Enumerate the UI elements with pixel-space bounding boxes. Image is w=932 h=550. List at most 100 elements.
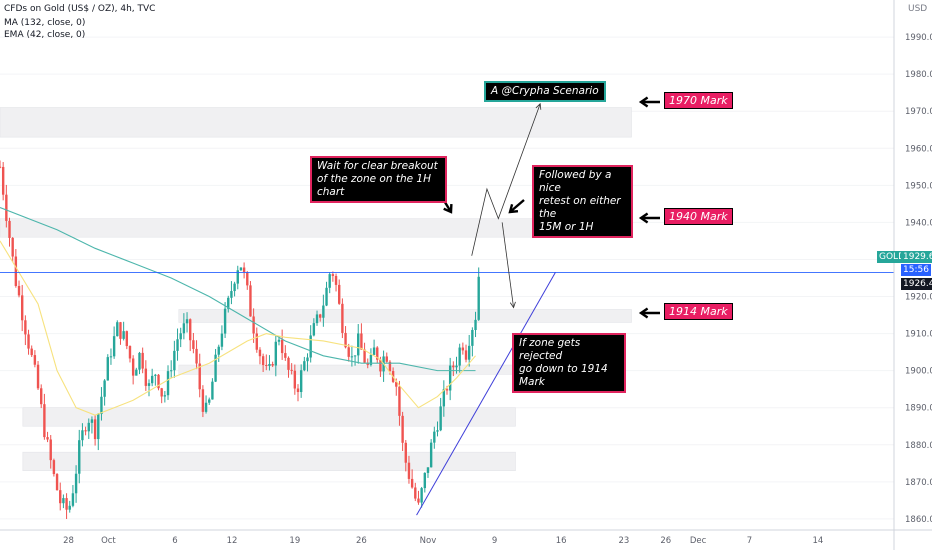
candle-body	[315, 314, 319, 324]
y-tick-label: 1990.00	[905, 33, 932, 43]
y-tick-label: 1880.00	[905, 441, 932, 451]
y-tick-label: 1860.00	[905, 515, 932, 525]
candle-body	[163, 395, 167, 397]
candle-body	[474, 319, 477, 330]
support-resistance-zone	[22, 407, 516, 427]
y-tick-label: 1920.00	[905, 293, 932, 303]
candle-body	[217, 346, 220, 355]
candle-body	[30, 348, 33, 356]
candle-body	[258, 349, 262, 357]
candle-body	[147, 383, 151, 386]
candle-body	[312, 323, 316, 336]
x-tick-label: 6	[172, 536, 177, 546]
candle-body	[227, 297, 230, 309]
candle-body	[154, 374, 157, 376]
candle-body	[233, 283, 236, 292]
candle-body	[97, 414, 100, 440]
candle-body	[290, 369, 293, 371]
arrow-retest	[509, 199, 525, 213]
x-tick-label: 23	[618, 536, 629, 546]
breakout-note: Wait for clear breakout of the zone on t…	[310, 156, 447, 203]
scenario-path-down	[501, 222, 514, 308]
rejected-note: If zone gets rejected go down to 1914 Ma…	[512, 333, 626, 393]
candle-body	[106, 357, 109, 381]
candle-body	[0, 166, 2, 168]
trendline	[416, 272, 556, 516]
candle-body	[8, 220, 11, 238]
symbol-title: CFDs on Gold (US$ / OZ), 4h, TVC	[4, 4, 156, 14]
candle-body	[176, 339, 179, 351]
scenario-path-up	[471, 103, 541, 256]
candle-body	[426, 467, 430, 473]
candle-body	[341, 303, 344, 333]
candle-body	[293, 370, 297, 389]
candle-body	[103, 380, 106, 397]
candle-body	[252, 316, 255, 334]
candle-body	[318, 314, 322, 318]
candle-body	[366, 362, 369, 365]
candle-body	[477, 276, 480, 320]
candle-body	[198, 363, 201, 390]
candle-body	[109, 356, 113, 358]
candle-body	[131, 358, 135, 376]
candle-body	[40, 388, 43, 405]
candle-body	[296, 388, 300, 393]
candle-body	[360, 333, 363, 350]
candle-body	[274, 341, 278, 366]
ma-legend[interactable]: MA (132, close, 0)	[4, 18, 86, 28]
candle-body	[138, 352, 141, 370]
candle-body	[116, 322, 119, 337]
candle-body	[125, 331, 129, 347]
candle-body	[239, 267, 243, 271]
candle-body	[43, 404, 46, 438]
candle-body	[461, 347, 465, 351]
candle-body	[33, 355, 37, 365]
candle-body	[299, 370, 303, 393]
candle-body	[81, 430, 84, 441]
retest-note: Followed by a nice retest on either the …	[532, 165, 633, 238]
candle-body	[17, 285, 21, 296]
x-tick-label: Dec	[690, 536, 707, 546]
candle-body	[223, 308, 227, 334]
candle-body	[255, 333, 258, 350]
candle-body	[372, 347, 376, 355]
candle-body	[119, 322, 122, 339]
arrow-1940-head	[638, 212, 649, 224]
candle-body	[442, 389, 446, 407]
candle-body	[436, 430, 439, 432]
candle-body	[265, 365, 268, 367]
candle-body	[287, 357, 290, 370]
candle-body	[369, 354, 373, 365]
currency-label: USD	[908, 4, 928, 14]
x-tick-label: 26	[660, 536, 671, 546]
scenario-path-up-head	[535, 102, 542, 110]
candle-body	[84, 430, 87, 432]
candle-body	[52, 460, 56, 475]
candle-body	[87, 422, 90, 432]
symbol-price-tag: GOLD	[877, 251, 908, 263]
candle-body	[407, 462, 411, 479]
candle-body	[68, 505, 71, 510]
candle-body	[467, 345, 471, 360]
candle-body	[182, 323, 186, 334]
candle-body	[464, 350, 468, 360]
candle-body	[135, 369, 138, 376]
crosshair-price-tag: 1926.45	[901, 278, 932, 290]
candle-body	[160, 388, 163, 397]
candle-body	[166, 371, 170, 396]
x-tick-label: 16	[556, 536, 567, 546]
candle-body	[20, 295, 24, 321]
arrow-breakout-head	[443, 203, 453, 214]
ma-line	[0, 207, 476, 372]
arrow-1914-head	[638, 307, 649, 319]
y-axis: 1860.00 1870.00 1880.00 1890.00 1900.00 1910.…	[905, 33, 932, 525]
candle-body	[141, 352, 144, 369]
candle-body	[471, 329, 474, 346]
candle-body	[271, 364, 274, 366]
candle-body	[398, 386, 401, 416]
y-tick-label: 1980.00	[905, 70, 932, 80]
candle-body	[100, 396, 103, 415]
ema-legend[interactable]: EMA (42, close, 0)	[4, 30, 86, 40]
candle-body	[220, 333, 224, 347]
